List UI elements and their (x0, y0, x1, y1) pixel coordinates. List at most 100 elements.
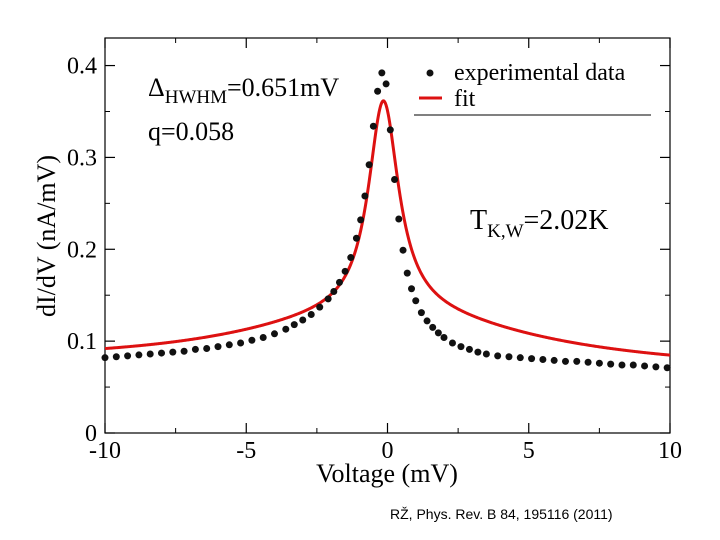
y-tick-label: 0.2 (67, 237, 97, 263)
x-tick-label: -5 (236, 438, 256, 464)
data-point (465, 345, 473, 353)
data-point (641, 362, 649, 370)
data-point (448, 339, 456, 347)
legend: experimental data fit (414, 60, 651, 116)
x-tick-label: 10 (658, 438, 682, 464)
data-point (330, 288, 338, 296)
delta-value: =0.651mV (227, 73, 339, 102)
data-point (271, 330, 278, 338)
y-tick-label: 0.4 (67, 54, 97, 80)
delta-symbol: Δ (148, 73, 165, 102)
data-point (158, 349, 165, 357)
data-point (112, 353, 120, 361)
data-point (434, 329, 442, 337)
data-point (124, 352, 132, 360)
fit-curve (104, 99, 671, 357)
data-point (595, 359, 603, 367)
x-axis-label: Voltage (mV) (316, 459, 458, 488)
data-point (324, 295, 332, 303)
data-point (307, 311, 315, 318)
annotation-hwhm: ΔHWHM=0.651mV (148, 73, 339, 108)
annotation-tk: TK,W=2.02K (470, 205, 609, 242)
data-point (663, 364, 671, 372)
data-point (299, 316, 307, 324)
data-point (386, 126, 394, 134)
tk-value: =2.02K (524, 205, 609, 236)
data-point (607, 360, 615, 368)
data-point (369, 122, 377, 130)
data-point (482, 350, 490, 358)
data-point (618, 361, 626, 369)
data-point (399, 246, 407, 254)
data-point (391, 175, 399, 183)
data-point (335, 278, 343, 286)
data-point (516, 354, 524, 362)
annotation-q: q=0.058 (148, 117, 234, 146)
data-point (417, 309, 425, 317)
data-point (191, 345, 199, 353)
data-point (505, 353, 513, 361)
fit-curve-group (104, 99, 671, 357)
data-point (248, 336, 256, 344)
data-point (361, 192, 369, 200)
x-tick-label: 0 (382, 438, 394, 464)
data-point (403, 269, 411, 277)
data-point (341, 267, 349, 275)
tk-subscript: K,W (487, 221, 523, 242)
data-point (352, 234, 360, 242)
svg-text:ΔHWHM=0.651mV: ΔHWHM=0.651mV (148, 73, 339, 108)
y-axis-label: dI/dV (nA/mV) (32, 155, 61, 317)
data-point (629, 361, 637, 369)
data-point (561, 357, 569, 365)
data-point (146, 350, 154, 358)
legend-label-fit: fit (454, 86, 476, 112)
data-point (374, 87, 382, 95)
data-point (382, 80, 390, 88)
data-point (378, 69, 386, 77)
data-point (365, 161, 373, 169)
y-tick-label: 0 (85, 421, 97, 447)
data-point (316, 303, 324, 311)
data-point (169, 348, 177, 356)
data-point (652, 363, 660, 371)
y-tick-label: 0.1 (67, 329, 97, 355)
data-point (259, 333, 267, 341)
data-point (290, 321, 298, 329)
data-point (347, 254, 355, 262)
axis-ticks: -10 -5 0 5 10 0 0.1 0.2 0.3 0.4 (67, 38, 682, 464)
data-point (225, 341, 233, 349)
data-point (237, 339, 245, 347)
data-point (423, 317, 431, 325)
tk-symbol: T (470, 205, 487, 236)
data-point (440, 333, 448, 341)
legend-marker-dot (426, 69, 434, 77)
data-point (573, 357, 581, 365)
citation: RŽ, Phys. Rev. B 84, 195116 (2011) (390, 506, 613, 522)
data-points (101, 69, 671, 372)
data-point (457, 343, 465, 351)
data-point (584, 358, 592, 366)
data-point (550, 356, 558, 364)
data-point (203, 344, 211, 352)
data-point (357, 216, 365, 224)
data-point (528, 355, 536, 363)
y-tick-label: 0.3 (67, 145, 97, 171)
data-point (539, 356, 547, 364)
data-point (282, 325, 290, 333)
data-point (101, 354, 109, 362)
data-point (395, 215, 403, 223)
data-point (135, 351, 143, 359)
data-point (408, 285, 416, 293)
x-tick-label: 5 (523, 438, 535, 464)
x-tick-label: -10 (89, 438, 121, 464)
data-point (412, 297, 420, 305)
data-point (474, 348, 482, 356)
svg-text:TK,W=2.02K: TK,W=2.02K (470, 205, 609, 242)
data-point (214, 343, 222, 351)
data-point (180, 347, 188, 355)
data-point (494, 352, 502, 360)
data-point (429, 323, 437, 331)
delta-subscript: HWHM (165, 87, 227, 108)
legend-label-experimental: experimental data (454, 60, 626, 86)
